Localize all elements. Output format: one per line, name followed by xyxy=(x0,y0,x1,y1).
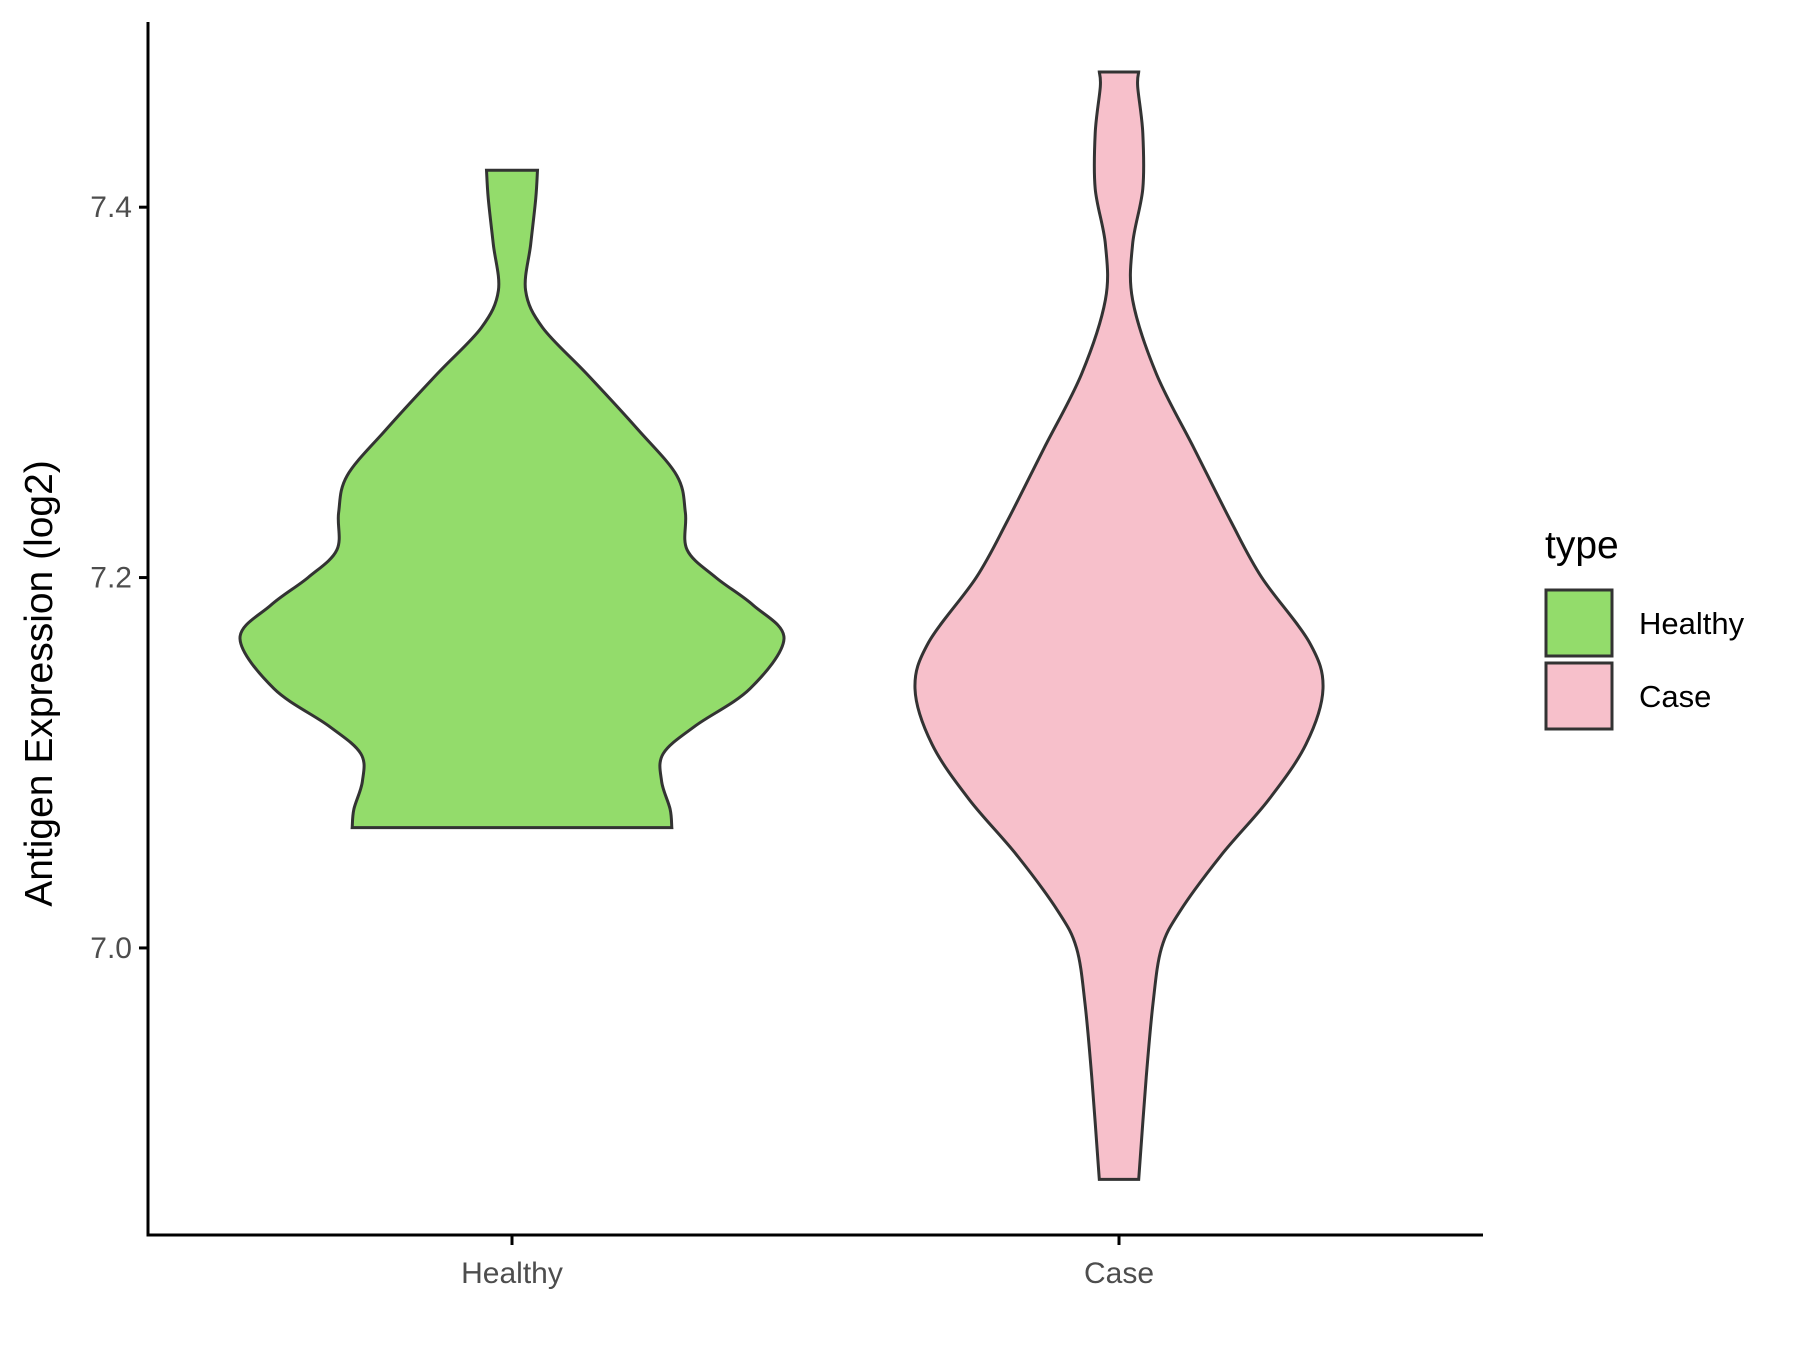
y-tick-label: 7.0 xyxy=(90,932,132,965)
legend-label-case: Case xyxy=(1639,679,1711,714)
y-tick-label: 7.2 xyxy=(90,562,132,595)
legend-key-healthy xyxy=(1544,588,1614,658)
legend-items: Healthy Case xyxy=(1544,588,1745,731)
x-tick-label: Case xyxy=(1084,1257,1154,1290)
x-tick-label: Healthy xyxy=(461,1257,563,1290)
legend-label-healthy: Healthy xyxy=(1639,606,1745,641)
violins xyxy=(238,70,1325,1181)
y-axis-ticks: 7.0 7.2 7.4 xyxy=(90,191,148,965)
plot-panel: 7.0 7.2 7.4 Healthy Case xyxy=(90,22,1483,1290)
violin-healthy xyxy=(238,168,786,830)
y-axis-title: Antigen Expression (log2) xyxy=(18,460,61,907)
legend: type Healthy Case xyxy=(1544,524,1745,731)
legend-title: type xyxy=(1545,524,1619,567)
y-tick-label: 7.4 xyxy=(90,191,132,224)
violin-case xyxy=(913,70,1325,1181)
legend-key-case xyxy=(1544,661,1614,731)
x-axis-ticks: Healthy Case xyxy=(461,1235,1154,1290)
